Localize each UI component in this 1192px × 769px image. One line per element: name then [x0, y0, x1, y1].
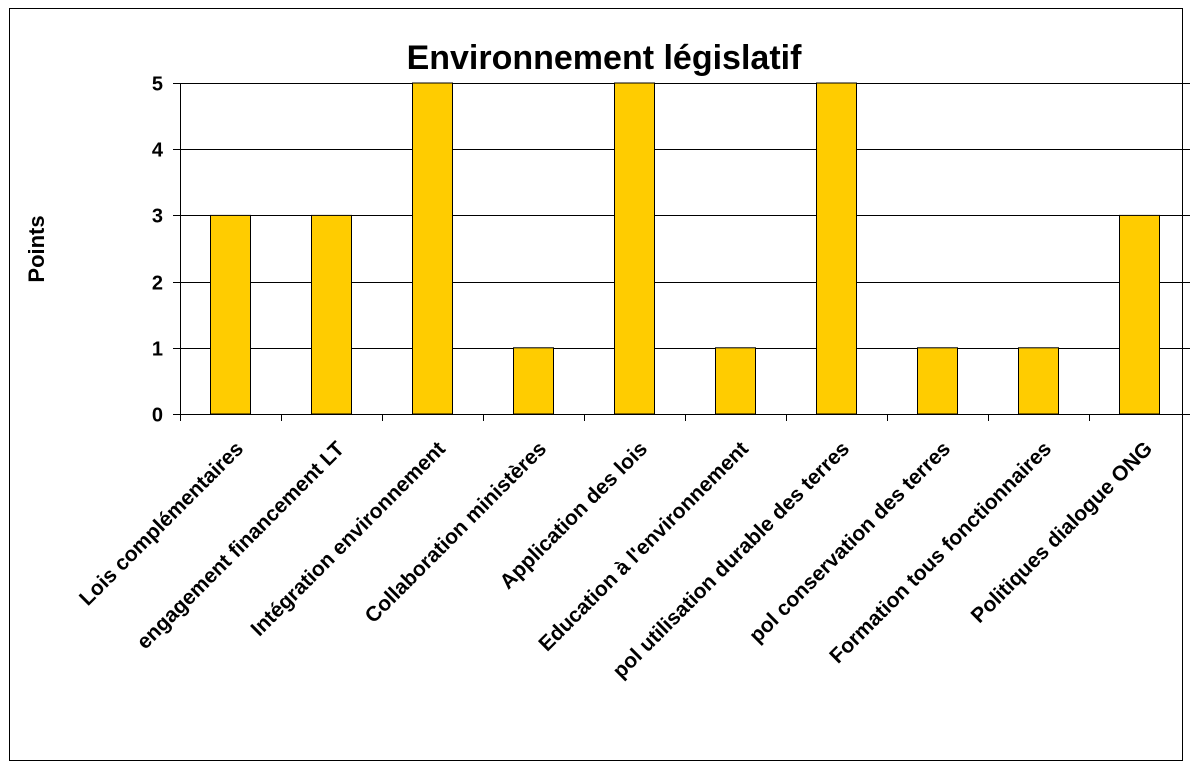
- y-tick-labels: 0 1 2 3 4 5: [152, 74, 164, 427]
- y-tick-label: 2: [152, 273, 163, 295]
- y-axis-label: Points: [24, 215, 49, 282]
- bar: [816, 82, 857, 415]
- y-tick-label: 0: [152, 405, 163, 427]
- bar: [513, 347, 554, 415]
- chart-border: [9, 8, 1183, 761]
- y-tick-label: 1: [152, 339, 163, 361]
- bars: [210, 82, 1160, 415]
- y-tick-label: 3: [152, 206, 163, 228]
- axes: [173, 83, 1190, 421]
- x-category-label: Lois complémentaires: [75, 437, 248, 610]
- bar: [1119, 214, 1160, 415]
- x-category-label: engagement financement LT: [133, 437, 350, 654]
- x-category-label: Politiques dialogue ONG: [967, 437, 1157, 627]
- chart-title: Environnement législatif: [407, 39, 803, 77]
- bar: [715, 347, 756, 415]
- x-category-label: Formation tous fonctionnaires: [825, 437, 1056, 668]
- bar: [311, 214, 352, 415]
- x-category-label: Collaboration ministères: [361, 437, 551, 627]
- x-category-label: Education à l'environnement: [534, 437, 753, 656]
- bar: [210, 214, 251, 415]
- bar: [917, 347, 958, 415]
- bar: [614, 82, 655, 415]
- y-tick-label: 4: [152, 140, 164, 162]
- x-category-label: pol conservation des terres: [745, 437, 955, 647]
- x-category-label: Intégration environnement: [246, 437, 450, 641]
- bar: [412, 82, 453, 415]
- bar: [1018, 347, 1059, 415]
- y-tick-label: 5: [152, 74, 163, 96]
